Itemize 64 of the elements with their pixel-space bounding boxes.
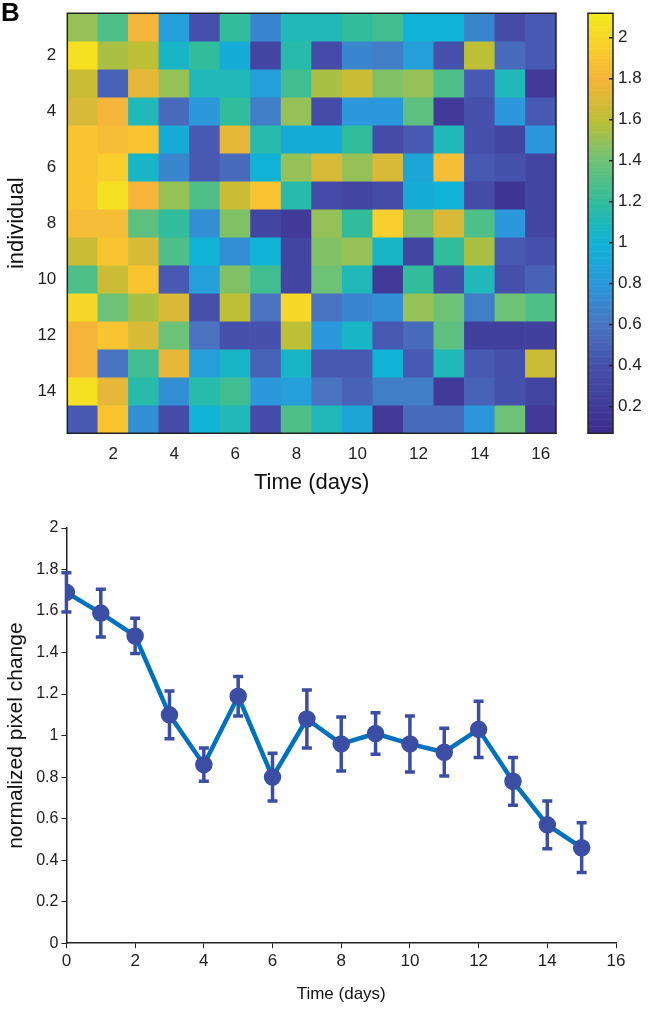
x-tick-label: 6 (267, 951, 278, 971)
x-tick-label: 4 (199, 951, 209, 971)
y-tick-label: 1.6 (36, 601, 59, 619)
y-tick-label: 0.2 (36, 892, 59, 910)
point (298, 710, 316, 728)
y-tick-label: 0.8 (36, 767, 59, 785)
point (469, 720, 488, 739)
point (572, 838, 591, 857)
y-axis-title: normalized pixel change (3, 622, 27, 849)
x-tick-label: 6 (230, 444, 241, 464)
x-tick-label: 8 (291, 444, 302, 464)
x-tick-label: 4 (169, 444, 179, 464)
point (126, 627, 144, 645)
point (504, 772, 522, 791)
y-tick-label: 14 (37, 380, 57, 400)
color-bar-label: 0.2 (618, 396, 642, 416)
y-tick-label: 4 (46, 100, 57, 120)
color-bar-label: 1 (618, 232, 628, 252)
y-tick-label: 1.4 (36, 642, 59, 660)
y-tick-label: 0 (49, 933, 59, 951)
point (229, 687, 247, 705)
color-bar-label: 1.6 (618, 109, 642, 129)
color-bar-label: 0.8 (618, 273, 642, 293)
color-bar-label: 1.4 (618, 150, 642, 170)
color-bar-label: 0.6 (618, 314, 642, 334)
x-tick-label: 16 (531, 444, 551, 464)
x-tick-label: 14 (537, 951, 557, 971)
y-tick-label: 6 (46, 156, 57, 176)
x-tick-label: 2 (130, 951, 140, 971)
y-tick-label: 12 (37, 324, 57, 344)
x-tick-label: 10 (348, 444, 367, 464)
y-tick-label: 0.4 (36, 850, 59, 868)
color-bar-label: 2 (618, 27, 628, 47)
y-tick-label: 8 (46, 212, 57, 232)
y-tick-label: 0.6 (36, 809, 59, 827)
x-axis-title: Time (days) (254, 468, 370, 494)
point (263, 768, 282, 786)
x-tick-label: 8 (336, 951, 346, 971)
y-axis-title: individual (3, 177, 29, 270)
x-tick-label: 12 (409, 444, 429, 464)
x-tick-label: 14 (470, 444, 490, 464)
x-tick-label: 12 (469, 951, 489, 971)
x-tick-label: 16 (606, 951, 626, 971)
y-tick-label: 1.8 (36, 559, 59, 577)
color-bar-label: 1.2 (618, 191, 642, 211)
y-tick-label: 1 (49, 726, 59, 744)
x-tick-label: 10 (400, 951, 420, 971)
point (538, 816, 557, 834)
point (92, 604, 110, 622)
point (195, 755, 213, 774)
color-bar-label: 0.4 (618, 355, 642, 375)
point (435, 743, 454, 761)
y-tick-label: 2 (49, 518, 59, 536)
color-bar-label: 1.8 (618, 68, 642, 88)
y-tick-label: 1.2 (36, 684, 59, 702)
x-tick-label: 2 (108, 444, 118, 464)
y-tick-label: 10 (37, 268, 57, 288)
point (332, 735, 350, 753)
point (160, 706, 179, 724)
point (366, 724, 385, 743)
point (401, 735, 419, 753)
y-tick-label: 2 (46, 44, 57, 64)
x-axis-title: Time (days) (296, 984, 386, 1004)
text: B (1, 0, 20, 28)
